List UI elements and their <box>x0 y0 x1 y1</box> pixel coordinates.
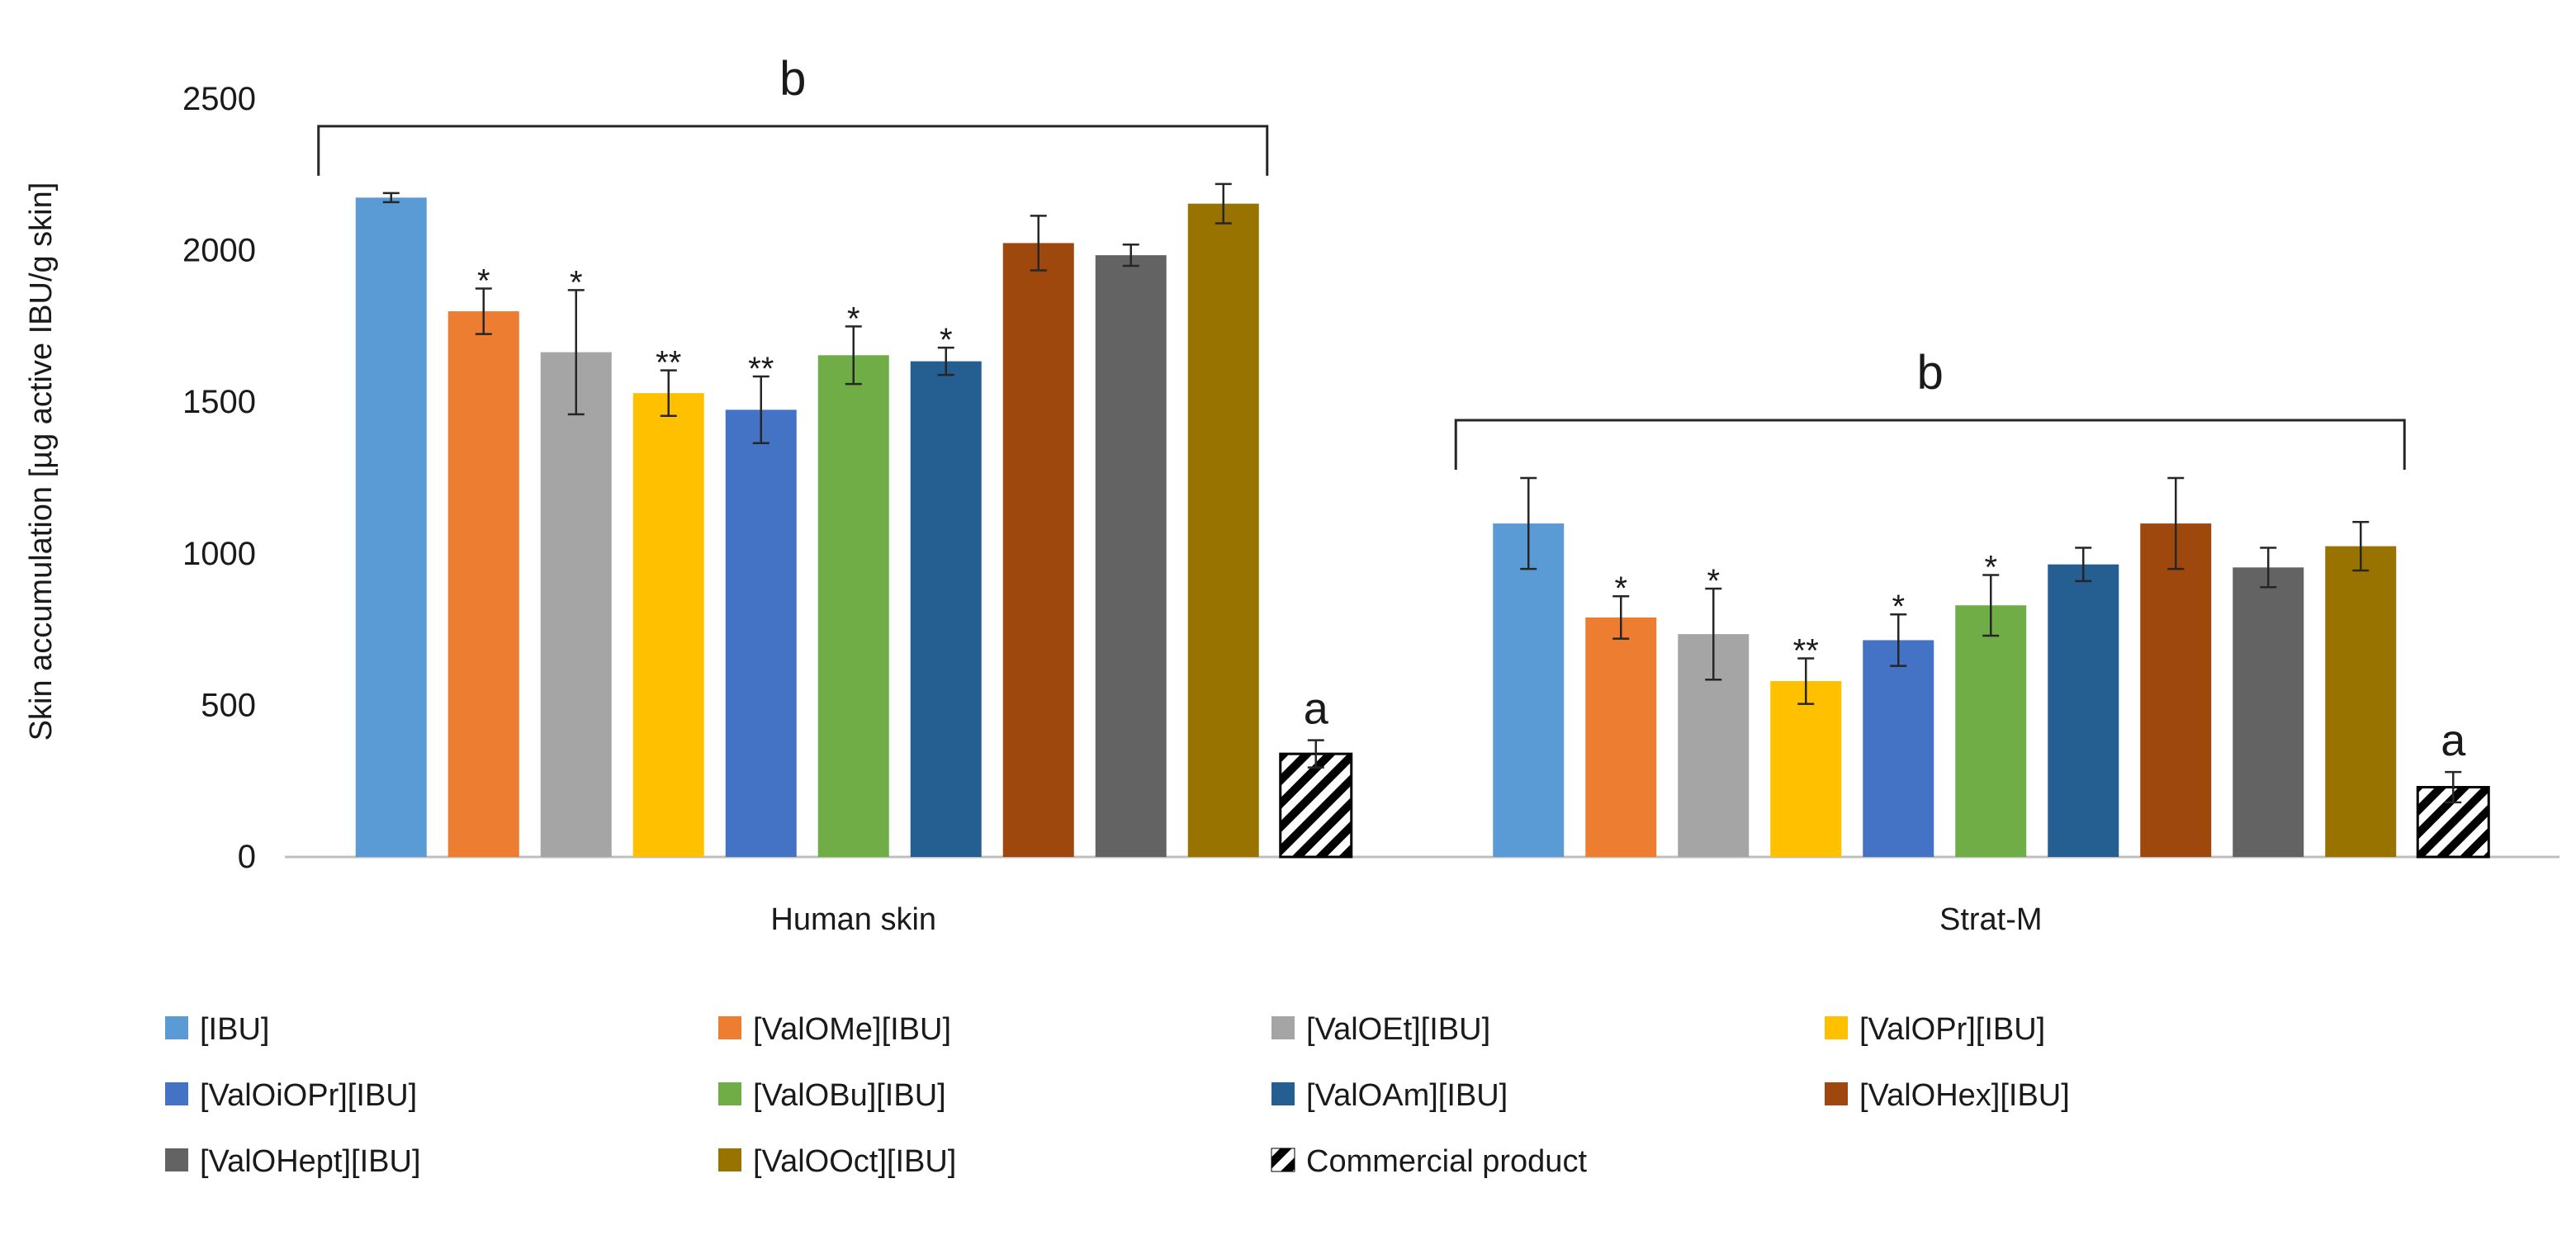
legend-label: [ValOHex][IBU] <box>1859 1078 2070 1113</box>
group-bracket <box>317 125 1269 176</box>
significance-asterisk: * <box>1984 550 1997 586</box>
significance-asterisk: ** <box>1793 632 1819 669</box>
significance-asterisk: ** <box>748 351 774 387</box>
group-bracket <box>1454 419 2406 470</box>
bar <box>355 197 427 858</box>
legend-swatch <box>1825 1082 1848 1105</box>
significance-asterisk: * <box>1614 570 1627 607</box>
bar <box>1863 640 1934 857</box>
significance-asterisk: * <box>1892 589 1905 625</box>
bar <box>540 352 612 857</box>
legend-swatch <box>1825 1016 1848 1039</box>
bar <box>1955 605 2027 857</box>
legend-label: [ValOBu][IBU] <box>753 1078 946 1113</box>
y-tick-label: 500 <box>201 687 256 723</box>
significance-asterisk: * <box>940 322 953 358</box>
significance-letter: a <box>1304 684 1329 734</box>
legend-swatch <box>1271 1016 1295 1039</box>
bar <box>1187 203 1259 857</box>
legend-label: [ValOiOPr][IBU] <box>200 1078 417 1113</box>
legend-swatch <box>165 1082 188 1105</box>
legend-swatch <box>718 1148 741 1171</box>
y-tick-label: 1000 <box>182 536 256 572</box>
bar <box>2048 564 2119 857</box>
bracket-letter: b <box>1917 346 1944 400</box>
y-axis-title: Skin accumulation [µg active IBU/g skin] <box>24 182 59 741</box>
bar <box>2325 546 2397 857</box>
y-tick-label: 0 <box>238 839 256 875</box>
legend-label: [ValOHept][IBU] <box>200 1144 421 1179</box>
bar <box>1002 243 1074 857</box>
x-category-label: Human skin <box>770 902 936 937</box>
legend-swatch <box>165 1148 188 1171</box>
legend-swatch <box>1271 1082 1295 1105</box>
bar <box>1095 255 1167 857</box>
significance-asterisk: * <box>847 301 860 337</box>
legend-label: Commercial product <box>1306 1144 1587 1179</box>
legend-label: [ValOMe][IBU] <box>753 1012 951 1047</box>
bar <box>1770 681 1842 857</box>
bar <box>1279 752 1353 859</box>
bar <box>1493 523 1565 857</box>
legend-label: [ValOOct][IBU] <box>753 1144 956 1179</box>
legend-swatch <box>718 1016 741 1039</box>
bar <box>2233 567 2304 857</box>
legend-swatch <box>165 1016 188 1039</box>
y-tick-label: 2500 <box>182 81 256 117</box>
significance-asterisk: * <box>1707 563 1720 599</box>
bar <box>910 361 982 857</box>
legend-swatch <box>718 1082 741 1105</box>
significance-asterisk: * <box>570 264 583 301</box>
bar <box>817 355 889 857</box>
bar <box>632 393 704 858</box>
x-category-label: Strat-M <box>1939 902 2043 937</box>
significance-letter: a <box>2441 716 2466 765</box>
legend-label: [ValOAm][IBU] <box>1306 1078 1508 1113</box>
y-tick-label: 1500 <box>182 384 256 420</box>
legend-label: [ValOEt][IBU] <box>1306 1012 1490 1047</box>
y-tick-label: 2000 <box>182 233 256 269</box>
significance-asterisk: * <box>477 263 490 300</box>
legend-label: [ValOPr][IBU] <box>1859 1012 2045 1047</box>
legend-label: [IBU] <box>200 1012 269 1047</box>
bar <box>725 409 797 857</box>
legend-swatch <box>1271 1148 1295 1172</box>
bar <box>447 311 519 857</box>
significance-asterisk: ** <box>656 345 681 381</box>
bar <box>2140 523 2212 857</box>
bar <box>1585 617 1657 857</box>
bracket-letter: b <box>779 52 806 106</box>
